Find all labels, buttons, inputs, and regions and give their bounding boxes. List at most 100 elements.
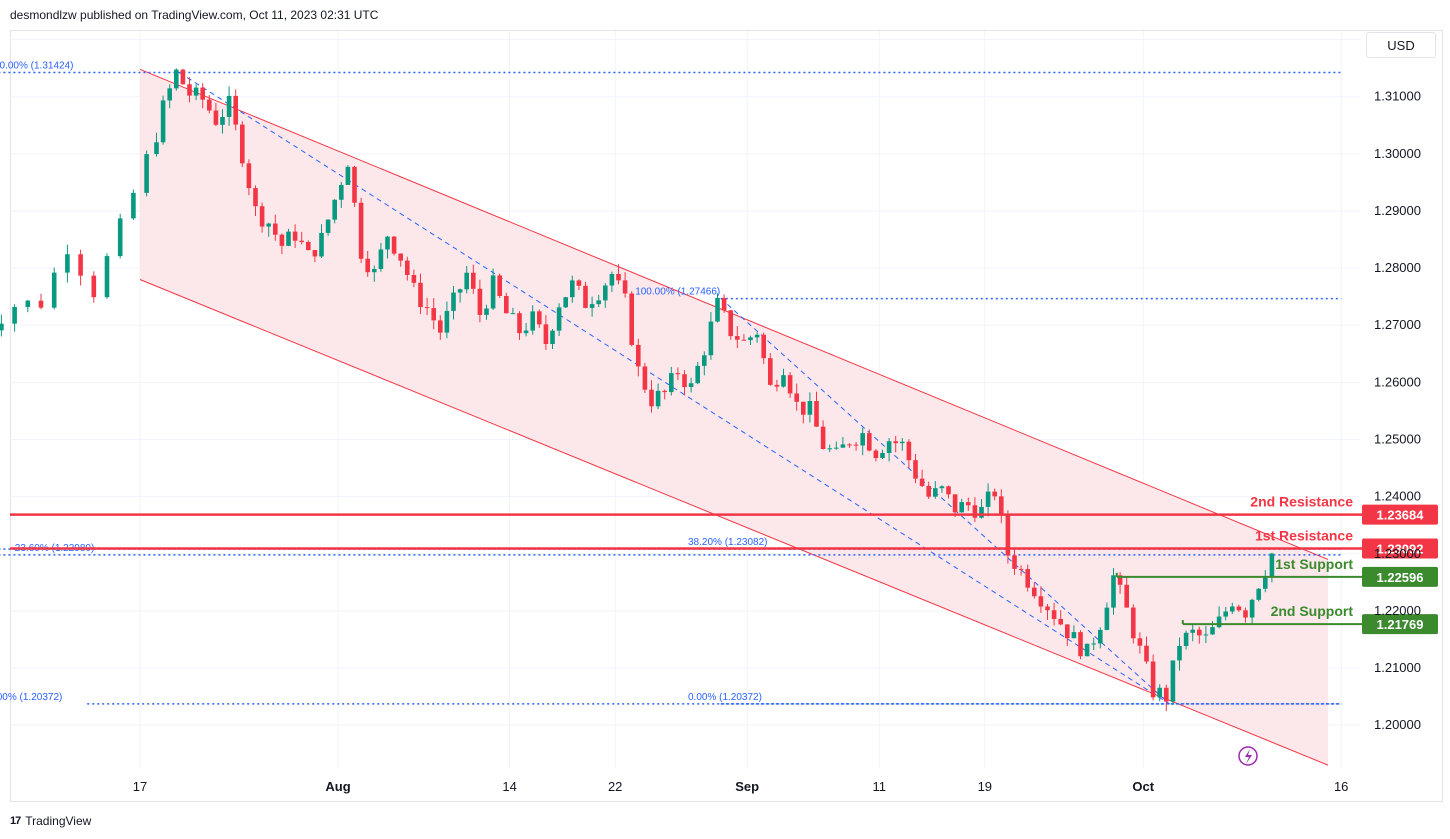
candle-body xyxy=(966,502,971,506)
candle-body xyxy=(273,223,278,235)
price-tick-label: 1.27000 xyxy=(1374,317,1421,332)
candle-body xyxy=(662,390,667,393)
candle-body xyxy=(1131,607,1136,639)
candle-body xyxy=(457,289,463,293)
candle-body xyxy=(167,88,172,101)
fib-level-label: 100.00% (1.31424) xyxy=(0,60,73,71)
level-value: 1.23092 xyxy=(1377,541,1424,556)
candle-body xyxy=(477,288,483,315)
candle-body xyxy=(319,232,324,257)
candle-body xyxy=(1150,661,1156,698)
candle-body xyxy=(609,273,615,286)
time-tick-label: 11 xyxy=(872,779,886,794)
candle-body xyxy=(774,384,780,387)
candle-body xyxy=(25,300,31,308)
candle-body xyxy=(391,236,397,254)
level-value: 1.23684 xyxy=(1377,508,1425,523)
candle-body xyxy=(504,295,509,314)
candle-body xyxy=(131,192,136,219)
candle-body xyxy=(1012,555,1017,569)
candle-body xyxy=(979,506,984,518)
candle-body xyxy=(880,452,885,459)
candle-body xyxy=(1197,629,1202,636)
level-name: 1st Support xyxy=(1275,556,1353,572)
time-tick-label: 19 xyxy=(978,779,992,794)
candle-body xyxy=(873,450,879,459)
candle-body xyxy=(438,320,443,333)
candle-body xyxy=(1051,610,1057,619)
price-tick-label: 1.26000 xyxy=(1374,374,1421,389)
candle-body xyxy=(365,258,370,273)
candle-body xyxy=(814,401,819,427)
candle-body xyxy=(12,307,17,324)
price-tick-label: 1.22000 xyxy=(1374,603,1421,618)
candle-body xyxy=(345,166,351,185)
candle-body xyxy=(583,285,588,308)
fib-trend-line xyxy=(720,298,1170,705)
candle-body xyxy=(226,95,232,118)
candle-body xyxy=(398,253,403,261)
candle-body xyxy=(424,307,430,309)
candle-body xyxy=(741,339,747,341)
candle-body xyxy=(715,297,720,322)
price-tick-label: 1.30000 xyxy=(1374,146,1421,161)
price-tick-label: 1.20000 xyxy=(1374,717,1421,732)
candle-body xyxy=(200,87,205,100)
candle-body xyxy=(919,478,925,486)
candle-body xyxy=(385,236,390,250)
candle-body xyxy=(38,300,44,308)
candle-body xyxy=(576,280,582,286)
price-tick-label: 1.28000 xyxy=(1374,260,1421,275)
candle-body xyxy=(1203,634,1209,636)
candle-body xyxy=(906,441,912,461)
candle-body xyxy=(721,297,727,311)
candle-body xyxy=(999,496,1004,515)
candle-body xyxy=(1144,645,1149,662)
candle-body xyxy=(893,441,898,444)
alert-icon[interactable] xyxy=(1238,746,1258,766)
candle-body xyxy=(781,375,786,387)
candle-body xyxy=(1098,629,1103,644)
candle-body xyxy=(1183,632,1189,647)
candle-body xyxy=(952,494,958,513)
candle-body xyxy=(1190,629,1195,633)
candle-body xyxy=(1091,643,1096,645)
level-badge xyxy=(1362,566,1438,587)
candle-body xyxy=(411,275,417,283)
candle-body xyxy=(629,293,634,345)
candle-body xyxy=(596,300,601,305)
candle-body xyxy=(352,166,357,203)
candle-body xyxy=(556,307,562,331)
candle-body xyxy=(144,154,149,193)
candle-body xyxy=(959,502,964,513)
candle-body xyxy=(325,219,331,233)
price-tick-label: 1.21000 xyxy=(1374,660,1421,675)
candle-body xyxy=(220,117,225,125)
level-badge xyxy=(1362,538,1438,559)
candle-body xyxy=(233,95,238,125)
candle-body xyxy=(1104,607,1110,630)
time-tick-label: 14 xyxy=(502,779,516,794)
candle-body xyxy=(886,441,892,453)
support-resistance-levels: 2nd Resistance 1.23684 1st Resistance 1.230… xyxy=(10,494,1438,635)
candle-body xyxy=(286,231,291,246)
price-tick-label: 1.29000 xyxy=(1374,203,1421,218)
candle-body xyxy=(933,488,938,497)
candle-body xyxy=(827,448,832,450)
candle-body xyxy=(530,311,535,331)
candle-body xyxy=(332,199,337,220)
candle-body xyxy=(834,447,839,449)
candle-body xyxy=(1177,646,1182,661)
candle-body xyxy=(405,260,410,276)
candle-body xyxy=(768,358,773,385)
candle-body xyxy=(926,485,931,497)
candle-body xyxy=(543,324,549,345)
candle-body xyxy=(104,256,110,298)
candle-body xyxy=(840,444,846,448)
footer-brand[interactable]: 17 TradingView xyxy=(10,814,91,828)
candle-body xyxy=(1045,606,1050,611)
currency-selector[interactable]: USD xyxy=(1366,32,1436,58)
candle-body xyxy=(160,100,166,143)
candle-body xyxy=(1223,611,1228,617)
